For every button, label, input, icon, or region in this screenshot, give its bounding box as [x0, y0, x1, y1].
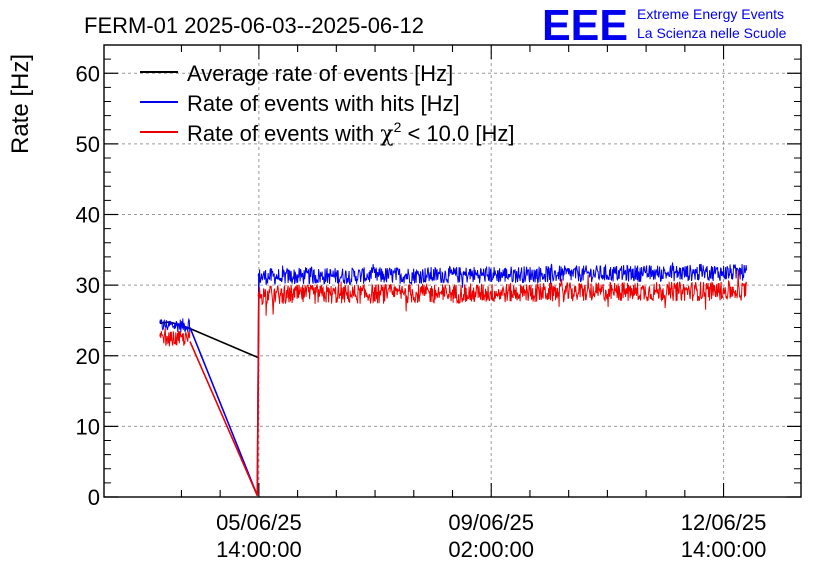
axes: 010203040506005/06/2514:00:0009/06/2502:…	[76, 44, 802, 562]
y-tick-label: 20	[76, 344, 100, 369]
y-tick-label: 10	[76, 414, 100, 439]
y-tick-label: 0	[88, 485, 100, 510]
logo-line2: La Scienza nelle Scuole	[637, 25, 787, 41]
logo-line1: Extreme Energy Events	[637, 6, 784, 22]
eee-logo: EEE Extreme Energy Events La Scienza nel…	[542, 1, 787, 50]
series-noise	[257, 270, 748, 316]
series-bridge	[189, 274, 260, 496]
x-tick-time: 02:00:00	[448, 537, 534, 562]
series-noise	[159, 327, 191, 347]
series-noise	[159, 317, 191, 333]
grid-lines	[104, 45, 801, 497]
x-tick-date: 09/06/25	[448, 510, 534, 535]
legend-entry: Average rate of events [Hz]	[187, 61, 453, 86]
y-tick-label: 60	[76, 61, 100, 86]
legend: Average rate of events [Hz] Rate of event…	[140, 61, 514, 147]
x-tick-date: 12/06/25	[681, 510, 767, 535]
x-tick-date: 05/06/25	[216, 510, 302, 535]
legend-entry: Rate of events with hits [Hz]	[187, 91, 460, 116]
series-noise	[257, 262, 748, 288]
x-tick-time: 14:00:00	[681, 537, 767, 562]
series-bridge	[189, 293, 260, 496]
logo-mark: EEE	[542, 1, 628, 50]
y-tick-label: 50	[76, 132, 100, 157]
y-tick-label: 40	[76, 203, 100, 228]
chart-title: FERM-01 2025-06-03--2025-06-12	[84, 13, 424, 38]
legend-entry: Rate of events with χ2 < 10.0 [Hz]	[187, 119, 514, 147]
series-layer	[159, 262, 748, 496]
y-tick-label: 30	[76, 273, 100, 298]
y-axis-label: Rate [Hz]	[7, 54, 34, 154]
x-tick-time: 14:00:00	[216, 537, 302, 562]
series-2	[159, 270, 748, 496]
